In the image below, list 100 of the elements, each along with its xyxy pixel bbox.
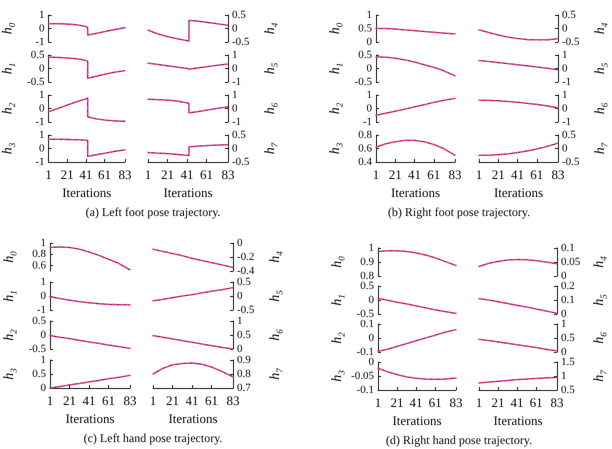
line-series [377,328,457,352]
y2-axis-title: h6 [268,328,284,341]
line-series [152,362,234,378]
y2-axis-title: h7 [263,142,280,154]
x-tick-label: 83 [222,167,234,182]
y-axis-title: h1 [328,62,344,74]
x-axis-title: Iterations [494,185,544,200]
y2-tick-label: 0 [232,142,238,154]
x-tick-label: 61 [530,167,544,182]
y-tick-label: 0.5 [32,315,46,327]
x-tick-label: 83 [118,167,132,182]
y2-tick-label: 0.1 [561,294,575,306]
y-tick-label: 0 [39,102,45,114]
line-series [377,250,457,266]
y2-tick-label: -1 [562,116,572,128]
y-tick-label: -0.5 [27,76,45,88]
y2-tick-label: 1 [232,89,238,101]
text: (d) Right hand pose trajectory. [386,433,532,447]
y-tick-label: 1 [40,237,46,249]
x-tick-label: 41 [408,167,422,182]
y-tick-label: 0.9 [360,256,374,268]
y-axis-title: h0 [328,22,344,34]
y-tick-label: 0.8 [32,248,46,260]
y2-tick-label: 0 [561,270,567,282]
x-tick-label: 61 [427,167,440,182]
line-series [147,20,229,42]
y2-axis-title: h7 [592,370,608,382]
y-axis-title: h0 [330,256,346,268]
y-axis-title: h1 [330,294,346,306]
line-series [48,22,126,36]
y-tick-label: 1 [40,276,46,288]
y-axis-title: h3 [0,142,17,154]
y-tick-label: 0 [40,382,46,394]
y-tick-label: 0.5 [358,49,372,61]
y-axis-title: h0 [0,22,17,34]
y2-axis-title: h6 [592,332,608,344]
y-tick-label: -0.05 [351,370,374,382]
y2-tick-label: 0 [562,62,568,74]
x-tick-label: 61 [428,395,442,410]
y-tick-label: 1 [39,89,44,101]
line-series [147,144,229,156]
x-tick-label: 21 [388,167,402,182]
y2-tick-label: 0.5 [562,9,576,21]
y2-tick-label: -0.2 [237,251,254,263]
y2-tick-label: -0.5 [232,156,250,168]
y2-tick-label: 0.5 [562,129,576,141]
y-tick-label: 0.5 [358,22,372,34]
line-series [152,248,234,268]
y-axis-title: h1 [2,290,18,302]
y2-axis-title: h5 [592,294,608,306]
x-tick-label: 83 [550,395,564,410]
x-tick-label: 1 [476,167,482,182]
x-tick-label: 41 [511,167,524,182]
y2-axis-title: h4 [593,22,610,34]
y-tick-label: -0.1 [356,346,374,358]
y2-tick-label: -1 [232,116,242,128]
x-tick-label: 41 [510,395,524,410]
y-tick-label: 0.1 [360,318,374,330]
y-tick-label: 1 [368,242,374,254]
y2-axis-title: h4 [268,250,284,263]
y-tick-label: 0.5 [32,368,46,380]
y2-tick-label: 0.05 [561,256,581,268]
y2-axis-title: h6 [263,102,280,114]
y-tick-label: 0.6 [32,259,46,272]
y2-tick-label: 0 [561,308,567,320]
y-tick-label: -1 [35,116,44,128]
line-series [478,338,558,352]
x-tick-label: 61 [102,393,116,408]
y2-tick-label: 0.5 [232,129,246,141]
x-axis-title: Iterations [493,413,543,428]
y2-tick-label: 1 [562,89,568,101]
line-series [377,368,457,380]
y2-tick-label: 0 [561,346,567,358]
x-tick-label: 83 [226,393,240,408]
y-tick-label: 0 [368,294,374,306]
x-axis-title: Iterations [65,411,115,426]
y2-tick-label: 1 [561,370,566,382]
y-tick-label: 0.5 [360,280,374,292]
y2-tick-label: 0 [562,102,568,114]
y2-axis-title: h7 [593,142,610,154]
line-series [48,56,126,79]
line-series [49,334,131,350]
line-series [48,97,126,122]
x-tick-label: 1 [144,167,152,182]
text: (a) Left foot pose trajectory. [86,205,220,219]
x-axis-title: Iterations [62,185,112,200]
y-tick-label: 0.8 [358,129,372,141]
y2-tick-label: 0.5 [237,276,252,288]
y-tick-label: -0.5 [354,76,372,88]
x-tick-label: 41 [410,395,423,410]
y-axis-title: h2 [0,102,17,114]
x-tick-label: 61 [205,393,218,408]
y2-tick-label: 1 [561,318,566,330]
x-axis-title: Iterations [392,413,442,428]
y-tick-label: -0.1 [356,384,374,396]
y-tick-label: -1 [35,156,44,168]
y-tick-label: 0 [40,290,46,302]
y-tick-label: 0 [39,62,45,74]
y2-tick-label: 0.5 [232,9,246,21]
y-tick-label: 0.4 [358,156,372,168]
